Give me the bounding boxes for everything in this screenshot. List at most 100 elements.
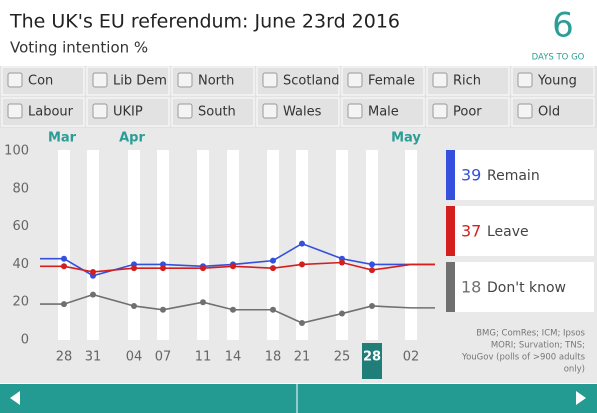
filter-cell[interactable] (426, 66, 510, 96)
point (160, 265, 166, 272)
checkbox[interactable] (92, 103, 108, 119)
filter-label[interactable]: Scotland (283, 74, 340, 89)
countdown: 6 (552, 6, 574, 46)
filter-label[interactable]: Wales (283, 105, 322, 120)
checkbox[interactable] (262, 72, 278, 88)
point (61, 263, 67, 270)
y-tick-label: 40 (12, 257, 29, 272)
legend-value[interactable]: 18 (461, 278, 481, 297)
point (299, 261, 305, 268)
date-band (227, 150, 239, 340)
date-band (197, 150, 209, 340)
point (369, 261, 375, 268)
x-tick-label[interactable]: 02 (403, 350, 420, 365)
next-button[interactable] (576, 391, 586, 405)
source-note: BMG; ComRes; ICM; Ipsos (476, 329, 585, 339)
point (90, 268, 96, 275)
date-band (87, 150, 99, 340)
month-label: Apr (119, 131, 145, 146)
filter-label[interactable]: Female (368, 74, 415, 89)
checkbox[interactable] (517, 72, 533, 88)
legend-value[interactable]: 39 (461, 166, 481, 185)
legend-box[interactable] (446, 150, 594, 200)
selected-date[interactable] (362, 343, 382, 379)
filter-label[interactable]: South (198, 105, 236, 120)
point (369, 302, 375, 309)
checkbox[interactable] (347, 103, 363, 119)
filter-label[interactable]: UKIP (113, 105, 143, 120)
x-tick-label[interactable]: 04 (126, 350, 143, 365)
title: The UK's EU referendum: June 23rd 2016 (9, 11, 400, 33)
legend-box[interactable] (446, 262, 594, 312)
y-tick-label: 20 (12, 295, 29, 310)
x-tick-label[interactable]: 31 (85, 350, 102, 365)
checkbox[interactable] (177, 72, 193, 88)
filter-label[interactable]: Poor (453, 105, 482, 120)
point (270, 257, 276, 264)
checkbox[interactable] (432, 103, 448, 119)
point (200, 299, 206, 306)
legend-name[interactable]: Don't know (487, 280, 566, 296)
date-band (157, 150, 169, 340)
checkbox[interactable] (347, 72, 363, 88)
filter-label[interactable]: North (198, 74, 234, 89)
checkbox[interactable] (92, 72, 108, 88)
x-tick-label[interactable]: 07 (155, 350, 172, 365)
source-note: YouGov (polls of >900 adults (461, 353, 586, 363)
point (230, 263, 236, 270)
filter-label[interactable]: Lib Dem (113, 74, 167, 89)
filter-label[interactable]: Con (28, 74, 53, 89)
point (299, 319, 305, 326)
month-label: May (391, 131, 421, 146)
y-tick-label: 100 (4, 144, 29, 159)
checkbox[interactable] (177, 103, 193, 119)
date-band (336, 150, 348, 340)
filter-label[interactable]: Labour (28, 105, 74, 120)
legend-swatch[interactable] (446, 150, 455, 200)
legend-box[interactable] (446, 206, 594, 256)
x-tick-label[interactable]: 11 (195, 350, 212, 365)
x-tick-label[interactable]: 25 (334, 350, 351, 365)
point (369, 267, 375, 274)
month-label: Mar (48, 131, 77, 146)
date-band (128, 150, 140, 340)
y-tick-label: 80 (12, 181, 29, 196)
legend-name[interactable]: Leave (487, 224, 529, 240)
filter-label[interactable]: Male (368, 105, 399, 120)
prev-button[interactable] (10, 391, 20, 405)
date-band (58, 150, 70, 340)
x-tick-label[interactable]: 18 (265, 350, 282, 365)
date-band (405, 150, 417, 340)
filter-label[interactable]: Young (537, 74, 577, 89)
checkbox[interactable] (432, 72, 448, 88)
date-band (267, 150, 279, 340)
point (270, 265, 276, 272)
checkbox[interactable] (7, 103, 23, 119)
legend-swatch[interactable] (446, 206, 455, 256)
countdown-label: DAYS TO GO (532, 53, 585, 63)
x-tick-label[interactable]: 21 (294, 350, 311, 365)
point (230, 306, 236, 313)
legend-name[interactable]: Remain (487, 168, 540, 184)
checkbox[interactable] (517, 103, 533, 119)
legend-swatch[interactable] (446, 262, 455, 312)
nav-bar (0, 384, 597, 413)
legend-value[interactable]: 37 (461, 222, 481, 241)
filter-label[interactable]: Old (538, 105, 560, 120)
checkbox[interactable] (7, 72, 23, 88)
checkbox[interactable] (262, 103, 278, 119)
date-band (366, 150, 378, 340)
x-tick-label[interactable]: 28 (56, 350, 73, 365)
point (299, 240, 305, 247)
point (200, 265, 206, 272)
filter-label[interactable]: Rich (453, 74, 481, 89)
point (160, 306, 166, 313)
y-tick-label: 0 (21, 333, 29, 348)
point (131, 302, 137, 309)
point (131, 265, 137, 272)
x-tick-label[interactable]: 14 (225, 350, 242, 365)
point (90, 291, 96, 298)
point (339, 310, 345, 317)
x-tick-label[interactable]: 28 (363, 350, 381, 365)
